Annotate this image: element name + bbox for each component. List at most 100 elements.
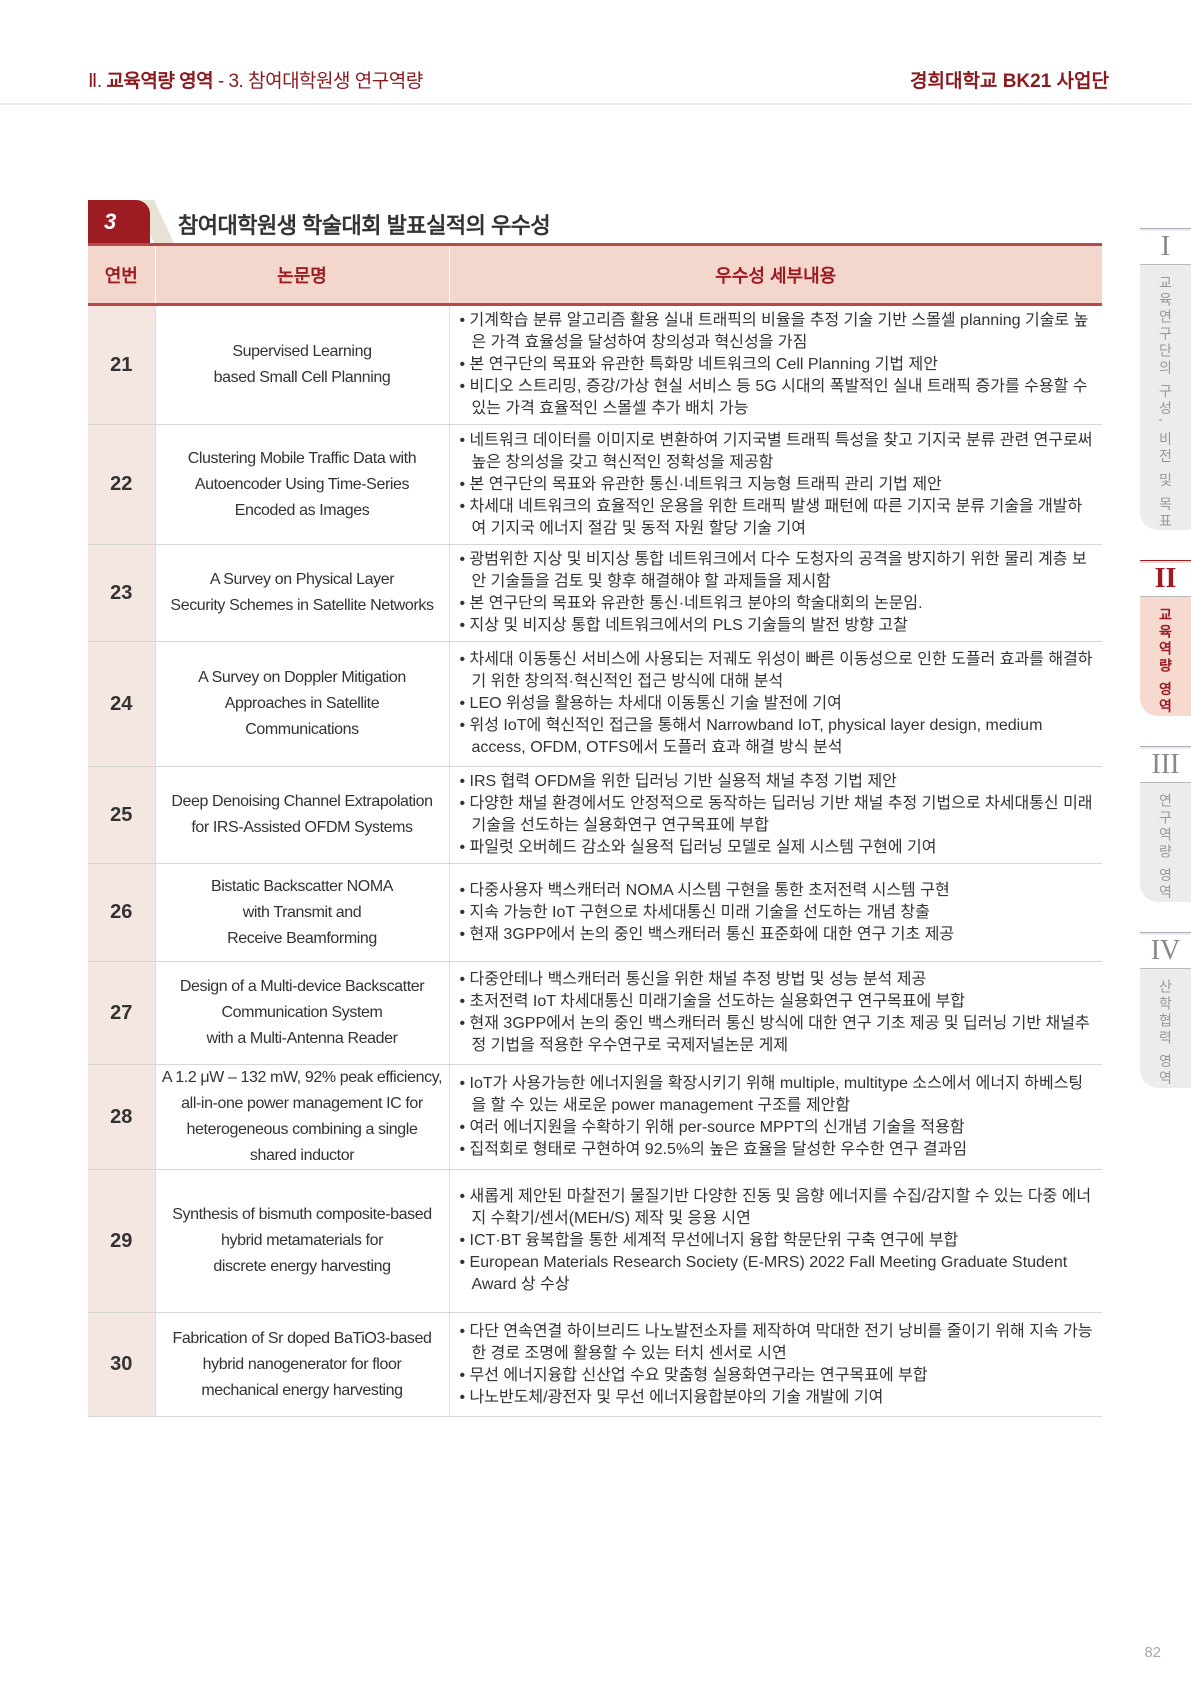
- table-row: 28 A 1.2 μW – 132 mW, 92% peak efficiency…: [88, 1064, 1102, 1170]
- paper-title-line: hybrid nanogenerator for floor: [202, 1355, 402, 1373]
- details-cell: 네트워크 데이터를 이미지로 변환하여 기지국별 트래픽 특성을 찾고 기지국 …: [449, 424, 1102, 545]
- paper-title: Fabrication of Sr doped BaTiO3-based hybr…: [154, 1312, 450, 1417]
- row-number: 28: [88, 1064, 155, 1170]
- paper-title-line: Supervised Learning: [232, 343, 372, 360]
- detail-bullet: 지상 및 비지상 통합 네트워크에서의 PLS 기술들의 발전 방향 고찰: [460, 615, 1095, 637]
- paper-title-line: with a Multi-Antenna Reader: [206, 1030, 398, 1047]
- row-number: 25: [88, 766, 155, 864]
- detail-bullet: 현재 3GPP에서 논의 중인 백스캐터러 통신 방식에 대한 연구 기초 제공…: [460, 1013, 1095, 1057]
- chapter-roman: III: [1140, 749, 1191, 784]
- chapter-tab-ii[interactable]: II 교육역량 영역: [1140, 560, 1191, 717]
- section-heading: 3 참여대학원생 학술대회 발표실적의 우수성: [88, 200, 1102, 243]
- detail-bullet: 광범위한 지상 및 비지상 통합 네트워크에서 다수 도청자의 공격을 방지하기…: [460, 549, 1095, 593]
- paper-title-line: Communication System: [221, 1004, 383, 1021]
- details-cell: 다중안테나 백스캐터러 통신을 위한 채널 추정 방법 및 성능 분석 제공초저…: [449, 961, 1102, 1065]
- detail-bullet: 차세대 네트워크의 효율적인 운용을 위한 트래픽 발생 패턴에 따른 기지국 …: [460, 496, 1095, 540]
- chapter-roman: IV: [1140, 935, 1191, 970]
- row-number: 21: [88, 304, 155, 425]
- paper-title-line: based Small Cell Planning: [213, 369, 391, 386]
- detail-bullet: 무선 에너지융합 신산업 수요 맞춤형 실용화연구라는 연구목표에 부합: [460, 1365, 1095, 1387]
- row-number: 27: [88, 961, 155, 1065]
- breadcrumb-roman: Ⅱ.: [88, 71, 102, 92]
- paper-title-line: Design of a Multi-device Backscatter: [179, 978, 425, 995]
- detail-bullet: European Materials Research Society (E-M…: [460, 1252, 1095, 1296]
- detail-bullet: 현재 3GPP에서 논의 중인 백스캐터러 통신 표준화에 대한 연구 기초 제…: [460, 924, 1095, 946]
- paper-title-line: Bistatic Backscatter NOMA: [210, 877, 394, 895]
- details-cell: 다중사용자 백스캐터러 NOMA 시스템 구현을 통한 초저전력 시스템 구현지…: [449, 863, 1102, 962]
- paper-title: Design of a Multi-device Backscatter Comm…: [154, 961, 450, 1065]
- chapter-roman: II: [1140, 563, 1191, 598]
- paper-title: A Survey on Physical Layer Security Schem…: [154, 544, 450, 642]
- detail-bullet: IRS 협력 OFDM을 위한 딥러닝 기반 실용적 채널 추정 기법 제안: [460, 771, 1095, 793]
- chapter-label: 교육역량 영역: [1157, 607, 1174, 717]
- chapter-tab-i[interactable]: I 교육연구단의 구성, 비전 및 목표: [1140, 228, 1191, 531]
- paper-title-line: Communications: [245, 721, 359, 738]
- detail-bullet: 다양한 채널 환경에서도 안정적으로 동작하는 딥러닝 기반 채널 추정 기법으…: [460, 793, 1095, 837]
- paper-title: A 1.2 μW – 132 mW, 92% peak efficiency, a…: [154, 1064, 450, 1170]
- header-details: 우수성 세부내용: [448, 243, 1102, 306]
- paper-title-line: mechanical energy harvesting: [201, 1381, 403, 1399]
- detail-bullet: 기계학습 분류 알고리즘 활용 실내 트래픽의 비율을 추정 기술 기반 스몰셀…: [460, 310, 1095, 354]
- paper-title-line: Autoencoder Using Time-Series: [194, 475, 410, 493]
- chapter-roman: I: [1140, 231, 1191, 265]
- breadcrumb-section: 교육역량 영역: [106, 71, 214, 92]
- detail-bullet: 네트워크 데이터를 이미지로 변환하여 기지국별 트래픽 특성을 찾고 기지국 …: [460, 430, 1095, 474]
- presentation-table: 연번 논문명 우수성 세부내용 21 Supervised Learning bas…: [88, 243, 1102, 1417]
- page-header: Ⅱ. 교육역량 영역 - 3. 참여대학원생 연구역량 경희대학교 BK21 사…: [0, 0, 1191, 105]
- detail-bullet: 여러 에너지원을 수확하기 위해 per-source MPPT의 신개념 기술…: [460, 1117, 1095, 1139]
- chapter-label: 산학협력 영역: [1157, 979, 1174, 1089]
- row-number: 30: [88, 1312, 155, 1417]
- detail-bullet: 다단 연속연결 하이브리드 나노발전소자를 제작하여 막대한 전기 낭비를 줄이…: [460, 1321, 1095, 1365]
- paper-title-line: A Survey on Physical Layer: [209, 571, 395, 588]
- row-number: 26: [88, 863, 155, 962]
- detail-bullet: 초저전력 IoT 차세대통신 미래기술을 선도하는 실용화연구 연구목표에 부합: [460, 991, 1095, 1013]
- detail-bullet: 본 연구단의 목표와 유관한 특화망 네트워크의 Cell Planning 기…: [460, 354, 1095, 376]
- detail-bullet: 위성 IoT에 혁신적인 접근을 통해서 Narrowband IoT, phy…: [460, 715, 1095, 759]
- detail-bullet: 본 연구단의 목표와 유관한 통신·네트워크 지능형 트래픽 관리 기법 제안: [460, 474, 1095, 496]
- chapter-label: 연구역량 영역: [1157, 793, 1174, 903]
- details-cell: IRS 협력 OFDM을 위한 딥러닝 기반 실용적 채널 추정 기법 제안다양…: [449, 766, 1102, 864]
- table-row: 24 A Survey on Doppler Mitigation Approach…: [88, 641, 1102, 767]
- row-number: 23: [88, 544, 155, 642]
- detail-bullet: 본 연구단의 목표와 유관한 통신·네트워크 분야의 학술대회의 논문임.: [460, 593, 1095, 615]
- table-row: 30 Fabrication of Sr doped BaTiO3-based hy…: [88, 1312, 1102, 1417]
- details-cell: 새롭게 제안된 마찰전기 물질기반 다양한 진동 및 음향 에너지를 수집/감지…: [449, 1169, 1102, 1313]
- row-number: 24: [88, 641, 155, 767]
- detail-bullet: 파일럿 오버헤드 감소와 실용적 딥러닝 모델로 실제 시스템 구현에 기여: [460, 837, 1095, 859]
- paper-title-line: Fabrication of Sr doped BaTiO3-based: [172, 1329, 432, 1347]
- details-cell: 광범위한 지상 및 비지상 통합 네트워크에서 다수 도청자의 공격을 방지하기…: [449, 544, 1102, 642]
- details-cell: 다단 연속연결 하이브리드 나노발전소자를 제작하여 막대한 전기 낭비를 줄이…: [449, 1312, 1102, 1417]
- detail-bullet: 지속 가능한 IoT 구현으로 차세대통신 미래 기술을 선도하는 개념 창출: [460, 902, 1095, 924]
- breadcrumb: Ⅱ. 교육역량 영역 - 3. 참여대학원생 연구역량: [88, 66, 423, 93]
- page-number: 82: [1144, 1644, 1161, 1661]
- detail-bullet: 다중사용자 백스캐터러 NOMA 시스템 구현을 통한 초저전력 시스템 구현: [460, 880, 1095, 902]
- detail-bullet: 다중안테나 백스캐터러 통신을 위한 채널 추정 방법 및 성능 분석 제공: [460, 969, 1095, 991]
- paper-title-line: Deep Denoising Channel Extrapolation: [171, 793, 433, 810]
- paper-title-line: A Survey on Doppler Mitigation: [198, 669, 406, 686]
- paper-title-line: Receive Beamforming: [227, 929, 377, 947]
- detail-bullet: 집적회로 형태로 구현하여 92.5%의 높은 효율을 달성한 우수한 연구 결…: [460, 1139, 1095, 1161]
- header-no: 연번: [88, 243, 155, 306]
- paper-title-line: Approaches in Satellite: [224, 695, 380, 712]
- paper-title-line: with Transmit and: [242, 903, 362, 921]
- paper-title: Supervised Learning based Small Cell Plan…: [154, 304, 450, 425]
- paper-title-line: Security Schemes in Satellite Networks: [170, 597, 434, 614]
- paper-title: Synthesis of bismuth composite-based hybr…: [154, 1169, 450, 1313]
- chapter-tab-iii[interactable]: III 연구역량 영역: [1140, 746, 1191, 903]
- table-row: 27 Design of a Multi-device Backscatter Co…: [88, 961, 1102, 1065]
- details-cell: 차세대 이동통신 서비스에 사용되는 저궤도 위성이 빠른 이동성으로 인한 도…: [449, 641, 1102, 767]
- section-number: 3: [88, 200, 150, 243]
- table-row: 23 A Survey on Physical Layer Security Sch…: [88, 544, 1102, 642]
- chapter-label: 교육연구단의 구성, 비전 및 목표: [1157, 275, 1174, 531]
- table-row: 22 Clustering Mobile Traffic Data with Aut…: [88, 424, 1102, 545]
- side-chapter-tabs: I 교육연구단의 구성, 비전 및 목표 II 교육역량 영역 III 연구역량 영역 IV…: [1140, 228, 1191, 1118]
- paper-title-line: shared inductor: [249, 1147, 355, 1164]
- paper-title: A Survey on Doppler Mitigation Approaches…: [154, 641, 450, 767]
- paper-title: Bistatic Backscatter NOMA with Transmit a…: [154, 863, 450, 962]
- detail-bullet: 차세대 이동통신 서비스에 사용되는 저궤도 위성이 빠른 이동성으로 인한 도…: [460, 649, 1095, 693]
- chapter-tab-iv[interactable]: IV 산학협력 영역: [1140, 932, 1191, 1089]
- breadcrumb-subsection: - 3. 참여대학원생 연구역량: [213, 71, 423, 92]
- paper-title-line: Clustering Mobile Traffic Data with: [187, 449, 417, 467]
- paper-title-line: all-in-one power management IC for: [181, 1095, 423, 1112]
- table-row: 26 Bistatic Backscatter NOMA with Transmit…: [88, 863, 1102, 962]
